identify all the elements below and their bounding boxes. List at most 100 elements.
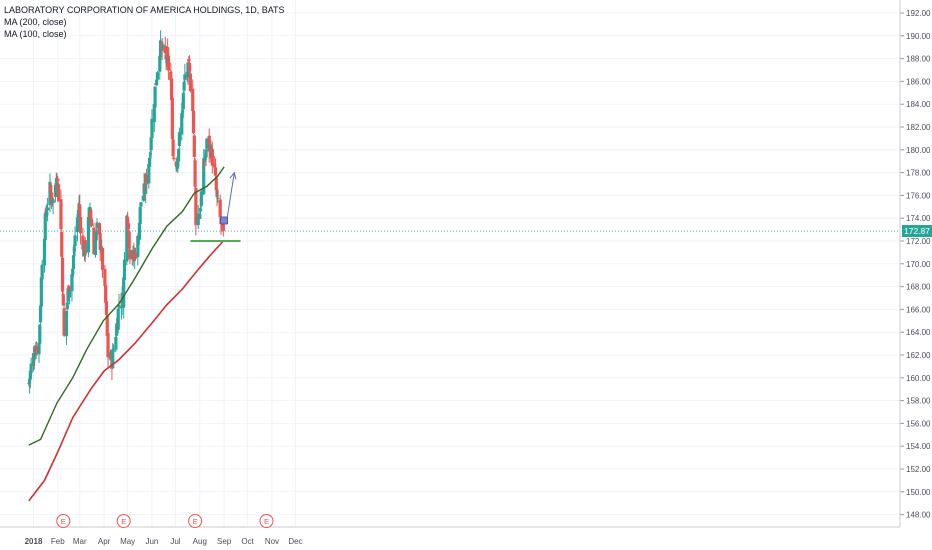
candle-body [207,135,211,152]
y-tick-label: 160.00 [906,374,931,383]
candle-body [166,47,170,58]
candle-body [45,212,49,216]
candle-body [166,55,171,71]
candle-body [191,88,195,112]
candle-body [213,163,217,168]
trend-arrow[interactable] [226,172,235,219]
candle-body [61,294,65,306]
candle-body [176,161,180,167]
y-tick-label: 148.00 [906,511,931,520]
candle-body [100,247,105,270]
candle-body [35,346,39,354]
candle-body [95,222,99,228]
candle-body [106,333,110,358]
candle-body [104,285,108,303]
candle-body [155,72,160,80]
candle-body [88,207,92,210]
arrow-anchor-handle[interactable] [220,216,229,225]
ma100-line [28,166,225,446]
candle-body [198,208,203,212]
candle-body [72,247,76,252]
y-tick-label: 182.00 [906,123,931,132]
candle-body [119,306,123,309]
candle-body [40,264,44,280]
candle-body [180,110,185,114]
candle-body [181,93,185,110]
chart-legend: LABORATORY CORPORATION OF AMERICA HOLDIN… [4,4,285,40]
candle-body [136,235,140,258]
candle-body [98,232,102,250]
earnings-marker-label: E [121,517,126,526]
candle-body [193,160,197,187]
candle-body [114,336,118,350]
candle-body [169,78,174,100]
legend-ma200[interactable]: MA (200, close) [4,17,67,27]
candle-body [133,252,138,259]
candle-body [111,349,115,369]
candle-body [60,231,64,257]
y-tick-label: 192.00 [906,9,931,18]
candle-body [75,217,80,232]
earnings-marker[interactable] [188,514,203,528]
x-tick-label: Feb [51,537,65,546]
x-tick-label: Mar [73,537,87,546]
candle-body [138,206,142,225]
candle-body [31,353,36,366]
candle-body [158,55,162,72]
candle-body [128,249,132,260]
candle-body [202,158,206,195]
candle-body [42,238,47,266]
candle-body [76,213,80,221]
candle-body [141,195,145,201]
candle-body [199,191,203,206]
candle-body [163,45,167,54]
candle-body [147,164,151,184]
y-tick-label: 184.00 [906,100,931,109]
y-tick-label: 168.00 [906,283,931,292]
earnings-marker-label: E [193,517,198,526]
candle-body [149,137,153,151]
candle-body [192,135,196,157]
candle-body [202,160,207,163]
candle-body [73,235,77,247]
candle-body [170,98,174,140]
candle-body [218,199,222,218]
candle-body [196,213,200,226]
candle-body [187,59,191,62]
candle-body [182,81,186,91]
x-tick-label: Jun [145,537,158,546]
candle-body [62,308,66,336]
earnings-marker-label: E [264,517,269,526]
candle-body [105,315,109,336]
candle-body [169,71,173,81]
y-tick-label: 152.00 [906,465,931,474]
candle-body [116,308,120,330]
earnings-marker[interactable] [56,514,71,528]
candle-body [205,138,209,149]
x-tick-label: Aug [193,537,207,546]
candle-body [51,199,55,203]
candle-body [152,104,156,123]
earnings-marker[interactable] [116,514,131,528]
candle-body [67,290,72,298]
candle-body [126,223,131,230]
x-tick-label: 2018 [25,537,43,546]
candle-body [86,216,91,253]
candle-body [172,157,176,160]
candle-body [155,79,159,85]
y-tick-label: 186.00 [906,77,931,86]
candle-body [144,177,148,194]
candle-body [103,269,107,286]
last-price-label: 172.87 [902,225,932,238]
candle-body [84,250,88,252]
y-tick-label: 158.00 [906,397,931,406]
candle-body [37,342,41,355]
y-tick-label: 188.00 [906,55,931,64]
candle-body [71,268,75,275]
legend-ma100[interactable]: MA (100, close) [4,29,67,39]
candle-body [221,218,225,232]
candle-body [177,132,181,147]
candle-body [215,190,219,198]
earnings-marker[interactable] [259,514,274,528]
